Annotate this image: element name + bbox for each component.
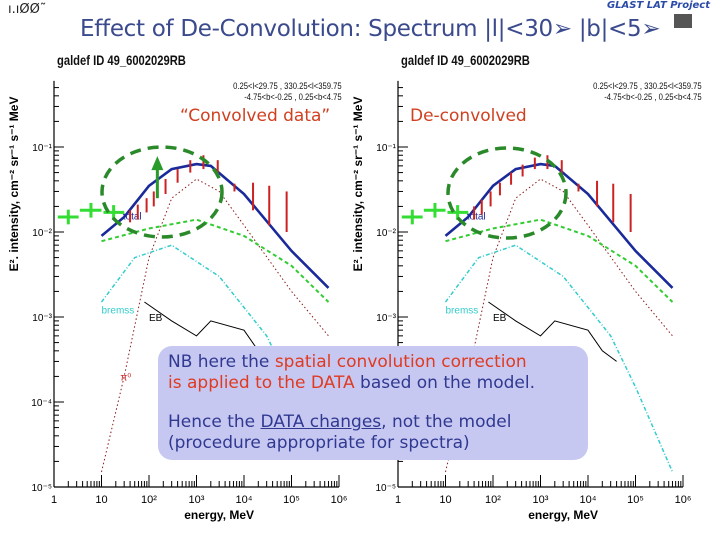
region-line-1: 0.25<l<29.75 , 330.25<l<359.75 <box>233 81 342 91</box>
series-line-bremss <box>444 244 674 473</box>
project-logo <box>674 14 692 28</box>
y-tick-label: 10⁻² <box>376 228 396 239</box>
callout-text: , not the model <box>381 412 512 432</box>
series-line-π⁰ <box>101 178 329 473</box>
y-tick-label: 10⁻⁵ <box>375 483 396 494</box>
series-line-EB <box>488 301 617 362</box>
callout-text: NB here the <box>168 352 275 372</box>
x-tick-label: 1 <box>395 494 401 506</box>
x-tick-label: 10⁶ <box>675 494 692 506</box>
callout-underlined: DATA changes <box>260 412 382 432</box>
y-axis-label: E². intensity, cm⁻² sr⁻¹ s⁻¹ MeV <box>7 97 21 272</box>
callout-text: Hence the <box>168 412 261 432</box>
y-tick-label: 10⁻⁵ <box>31 483 52 494</box>
y-tick-label: 10⁻² <box>32 228 52 239</box>
region-line-2: -4.75<b<-0.25 , 0.25<b<4.75 <box>604 92 702 102</box>
series-line-total <box>444 162 674 289</box>
region-label-left: 0.25<l<29.75 , 330.25<l<359.75 -4.75<b<-0… <box>234 81 342 103</box>
series-line-bremss <box>100 244 293 388</box>
project-label: GLAST LAT Project <box>606 0 710 11</box>
x-tick-label: 10³ <box>533 494 549 506</box>
series-line-π⁰ <box>445 178 673 473</box>
x-tick-label: 10⁵ <box>283 494 300 506</box>
series-line-IC <box>445 218 674 303</box>
y-tick-label: 10⁻³ <box>32 313 52 324</box>
x-axis-label: energy, MeV <box>184 508 254 522</box>
x-tick-label: 10³ <box>189 494 205 506</box>
galdef-label-right: galdef ID 49_6002029RB <box>401 52 530 68</box>
region-line-2: -4.75<b<-0.25 , 0.25<b<4.75 <box>244 92 342 102</box>
x-tick-label: 10⁴ <box>580 494 597 506</box>
x-tick-label: 10² <box>485 494 501 506</box>
y-tick-label: 10⁻⁴ <box>31 398 52 409</box>
callout-line-1: NB here the spatial convolution correcti… <box>168 352 578 373</box>
series-line-IC <box>101 218 330 303</box>
y-tick-label: 10⁻¹ <box>32 143 52 154</box>
convolved-data-label: “Convolved data” <box>180 106 331 126</box>
series-label-bremss: bremss <box>446 305 479 316</box>
deconvolved-label: De-convolved <box>410 106 527 126</box>
y-axis-label: E². intensity, cm⁻² sr⁻¹ s⁻¹ MeV <box>351 97 365 272</box>
callout-highlight: is applied to the DATA <box>168 373 355 393</box>
x-tick-label: 10⁴ <box>236 494 253 506</box>
series-label-bremss: bremss <box>102 305 135 316</box>
region-label-right: 0.25<l<29.75 , 330.25<l<359.75 -4.75<b<-0… <box>594 81 702 103</box>
callout-text: based on the model. <box>354 373 535 393</box>
y-tick-label: 10⁻¹ <box>376 143 396 154</box>
x-axis-label: energy, MeV <box>528 508 598 522</box>
slide-title: Effect of De-Convolution: Spectrum |l|<3… <box>80 16 661 42</box>
x-tick-label: 10 <box>95 494 107 506</box>
callout-line-2: is applied to the DATA based on the mode… <box>168 373 578 394</box>
x-tick-label: 10⁵ <box>627 494 644 506</box>
x-tick-label: 10² <box>141 494 157 506</box>
series-label-eb: EB <box>149 313 163 324</box>
series-label-eb: EB <box>493 313 507 324</box>
x-tick-label: 10⁶ <box>331 494 348 506</box>
galdef-label-left: galdef ID 49_6002029RB <box>57 52 186 68</box>
logo-scribble: ı.ıØØ˜ <box>8 2 47 17</box>
correction-arrowhead <box>151 156 164 171</box>
callout-line-3: Hence the DATA changes, not the model <box>168 412 578 433</box>
series-line-total <box>100 162 330 289</box>
series-label-total: total <box>467 212 486 223</box>
x-tick-label: 10 <box>439 494 451 506</box>
note-callout: NB here the spatial convolution correcti… <box>158 346 588 460</box>
region-line-1: 0.25<l<29.75 , 330.25<l<359.75 <box>593 81 702 91</box>
highlight-ellipse <box>446 146 568 240</box>
series-label-total: total <box>123 212 142 223</box>
callout-highlight: spatial convolution correction <box>274 352 527 372</box>
callout-line-4: (procedure appropriate for spectra) <box>168 433 470 453</box>
highlight-ellipse <box>100 145 224 239</box>
x-tick-label: 1 <box>51 494 57 506</box>
y-tick-label: 10⁻³ <box>376 313 396 324</box>
series-label-pi0: π⁰ <box>120 372 131 383</box>
